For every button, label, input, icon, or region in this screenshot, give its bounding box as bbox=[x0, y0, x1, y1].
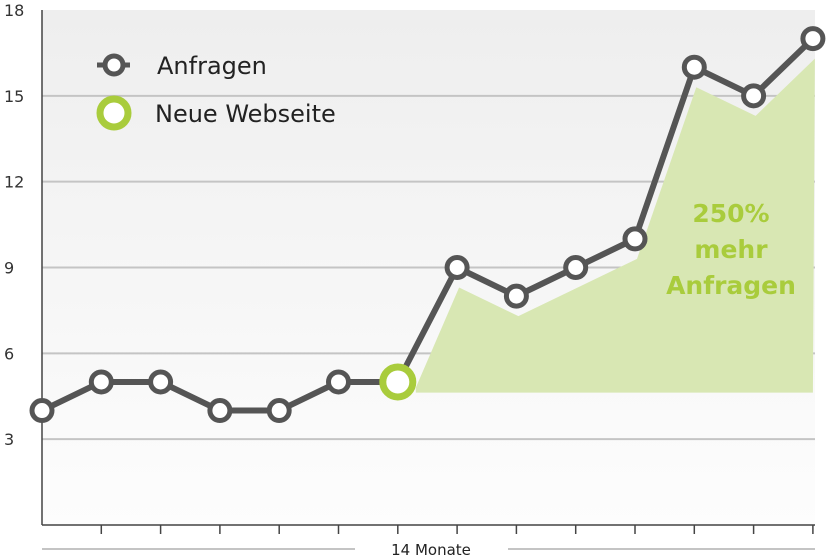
legend-anfragen-ring-icon bbox=[102, 53, 126, 77]
data-point bbox=[622, 226, 648, 252]
y-tick-label: 9 bbox=[4, 259, 14, 278]
data-point bbox=[88, 369, 114, 395]
data-point bbox=[563, 255, 589, 280]
tick-layer bbox=[100, 525, 814, 534]
data-point bbox=[741, 83, 767, 109]
annotation-line: mehr bbox=[694, 235, 768, 264]
y-tick-label: 6 bbox=[4, 344, 14, 363]
data-point bbox=[503, 283, 529, 309]
data-point bbox=[266, 398, 292, 424]
area-layer bbox=[415, 58, 815, 393]
annotation-line: 250% bbox=[692, 199, 769, 228]
legend-neue-webseite-icon bbox=[96, 95, 132, 131]
new-website-marker bbox=[379, 363, 417, 401]
data-point bbox=[29, 398, 55, 424]
data-point bbox=[444, 255, 470, 280]
legend-anfragen-label: Anfragen bbox=[157, 52, 267, 80]
annotation-line: Anfragen bbox=[666, 271, 796, 300]
legend-neue-webseite-label: Neue Webseite bbox=[155, 100, 336, 128]
data-point bbox=[326, 369, 351, 395]
data-point bbox=[148, 369, 174, 395]
growth-annotation: 250% mehr Anfragen bbox=[666, 199, 796, 300]
axis-layer bbox=[41, 10, 815, 526]
growth-area bbox=[415, 58, 815, 393]
y-tick-label: 12 bbox=[4, 173, 24, 192]
data-point bbox=[800, 26, 826, 52]
data-point bbox=[207, 398, 233, 424]
legend: Anfragen Neue Webseite bbox=[96, 52, 336, 131]
y-tick-label: 3 bbox=[4, 430, 14, 449]
y-tick-label: 15 bbox=[4, 87, 24, 106]
data-point bbox=[681, 54, 707, 80]
x-axis-label-group: 14 Monate bbox=[42, 541, 815, 559]
marker-layer bbox=[29, 26, 826, 424]
y-tick-label: 18 bbox=[4, 1, 24, 20]
x-axis-label: 14 Monate bbox=[391, 541, 471, 559]
